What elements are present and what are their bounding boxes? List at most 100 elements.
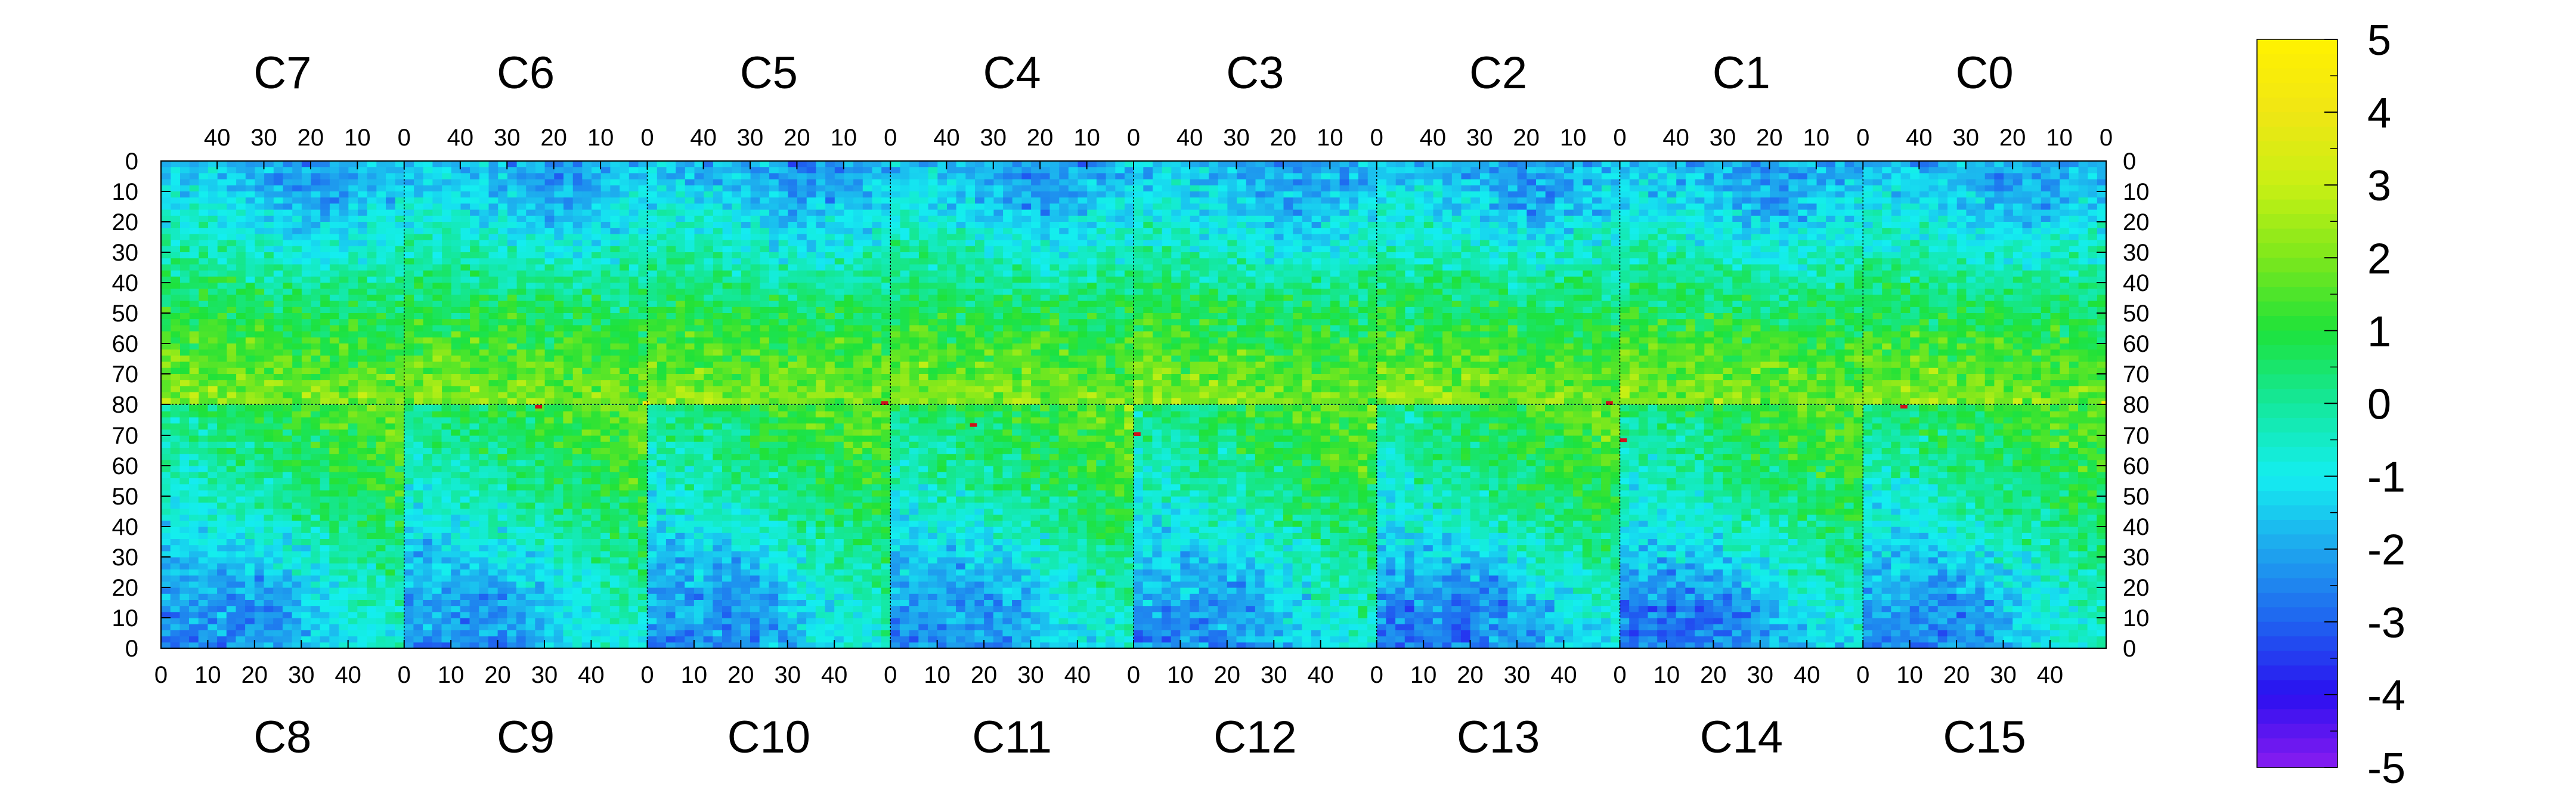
chip-title-bottom: C11 [972,712,1052,763]
chip-cells-C2 [1377,161,1620,405]
colorbar-band [2257,243,2337,258]
chip-title-top: C5 [740,48,798,98]
chip-cells-C9 [404,405,648,649]
colorbar-tick-label: 2 [2367,235,2391,283]
hot-pixel-C14 [1620,438,1627,442]
x-tick-label-top: 30 [1466,125,1493,151]
colorbar-band [2257,273,2337,287]
chip-cells-C10 [648,405,891,649]
chip-title-bottom: C14 [1700,712,1783,763]
x-tick-label-top: 40 [933,125,960,151]
x-tick-label-top: 10 [2046,125,2073,151]
colorbar-tick-label: 4 [2367,89,2391,137]
x-tick-label-bottom: 0 [1613,662,1626,688]
chip-cells-C15 [1863,405,2106,649]
y-tick-label-left: 70 [112,361,139,388]
colorbar-band [2257,316,2337,331]
colorbar-band [2257,69,2337,83]
x-tick-label-top: 10 [344,125,371,151]
x-tick-label-top: 20 [1513,125,1540,151]
y-tick-label-right: 40 [2123,514,2150,540]
colorbar-band [2257,534,2337,549]
x-tick-label-bottom: 40 [821,662,848,688]
chip-cells-C0 [1863,161,2106,405]
chip-cells-C12 [1134,405,1377,649]
x-tick-label-bottom: 40 [1307,662,1334,688]
y-tick-label-left: 30 [112,240,139,266]
colorbar-band [2257,491,2337,506]
x-tick-label-top: 10 [1803,125,1830,151]
colorbar-band [2257,695,2337,710]
colorbar-band [2257,98,2337,113]
x-tick-label-top: 10 [1073,125,1100,151]
x-tick-label-bottom: 30 [1017,662,1044,688]
colorbar-band [2257,127,2337,142]
x-tick-label-bottom: 40 [1064,662,1091,688]
x-tick-label-bottom: 0 [1370,662,1383,688]
x-tick-label-top: 40 [690,125,717,151]
x-tick-label-top: 20 [784,125,810,151]
x-tick-label-top: 30 [1953,125,1980,151]
chip-title-bottom: C8 [253,712,311,763]
colorbar-band [2257,229,2337,244]
chip-cells-C3 [1134,161,1377,405]
x-tick-label-bottom: 30 [1261,662,1287,688]
chip-title-top: C6 [497,48,555,98]
colorbar-tick-label: 3 [2367,162,2391,210]
x-tick-label-top: 30 [494,125,521,151]
x-tick-label-top: 10 [1317,125,1343,151]
y-tick-label-left: 60 [112,453,139,479]
x-tick-label-bottom: 40 [1550,662,1577,688]
x-tick-label-top: 20 [298,125,324,151]
y-tick-label-left: 0 [125,636,138,662]
x-tick-label-top: 40 [447,125,474,151]
colorbar-band [2257,374,2337,389]
x-tick-label-bottom: 0 [154,662,168,688]
colorbar-band [2257,141,2337,156]
colorbar-tick-label: -1 [2367,454,2405,501]
y-tick-label-right: 30 [2123,544,2150,571]
x-tick-label-top: 0 [1613,125,1626,151]
x-tick-label-bottom: 40 [1794,662,1820,688]
colorbar-band [2257,156,2337,171]
colorbar-band [2257,607,2337,622]
x-tick-label-top: 30 [980,125,1007,151]
chip-cells-C4 [890,161,1134,405]
colorbar-band [2257,549,2337,564]
heatmap-cells [161,161,2109,649]
colorbar-tick-label: -4 [2367,672,2405,720]
colorbar-band [2257,330,2337,345]
colorbar-band [2257,564,2337,578]
hot-pixel-C12 [1134,432,1141,436]
x-tick-label-top: 0 [640,125,654,151]
x-tick-label-bottom: 10 [438,662,465,688]
chip-cells-C6 [404,161,648,405]
y-tick-label-right: 60 [2123,453,2150,479]
x-tick-label-bottom: 40 [578,662,605,688]
colorbar-band [2257,505,2337,520]
x-tick-label-top: 40 [1662,125,1689,151]
y-tick-label-left: 10 [112,179,139,205]
colorbar-band [2257,404,2337,419]
y-tick-label-right: 70 [2123,423,2150,449]
colorbar-band [2257,302,2337,317]
chip-title-bottom: C10 [727,712,810,763]
x-tick-label-bottom: 10 [1654,662,1680,688]
chip-cells-C14 [1620,405,1863,649]
colorbar-band [2257,724,2337,739]
x-tick-label-top: 0 [1370,125,1383,151]
x-tick-label-top: 40 [204,125,231,151]
colorbar-band [2257,258,2337,273]
colorbar-band [2257,636,2337,651]
x-tick-label-top: 30 [1223,125,1250,151]
chip-title-bottom: C15 [1943,712,2026,763]
x-tick-label-top: 40 [1420,125,1447,151]
y-tick-label-left: 30 [112,544,139,571]
colorbar-band [2257,389,2337,404]
y-tick-label-right: 0 [2123,636,2136,662]
colorbar-band [2257,738,2337,753]
chip-title-top: C1 [1713,48,1770,98]
